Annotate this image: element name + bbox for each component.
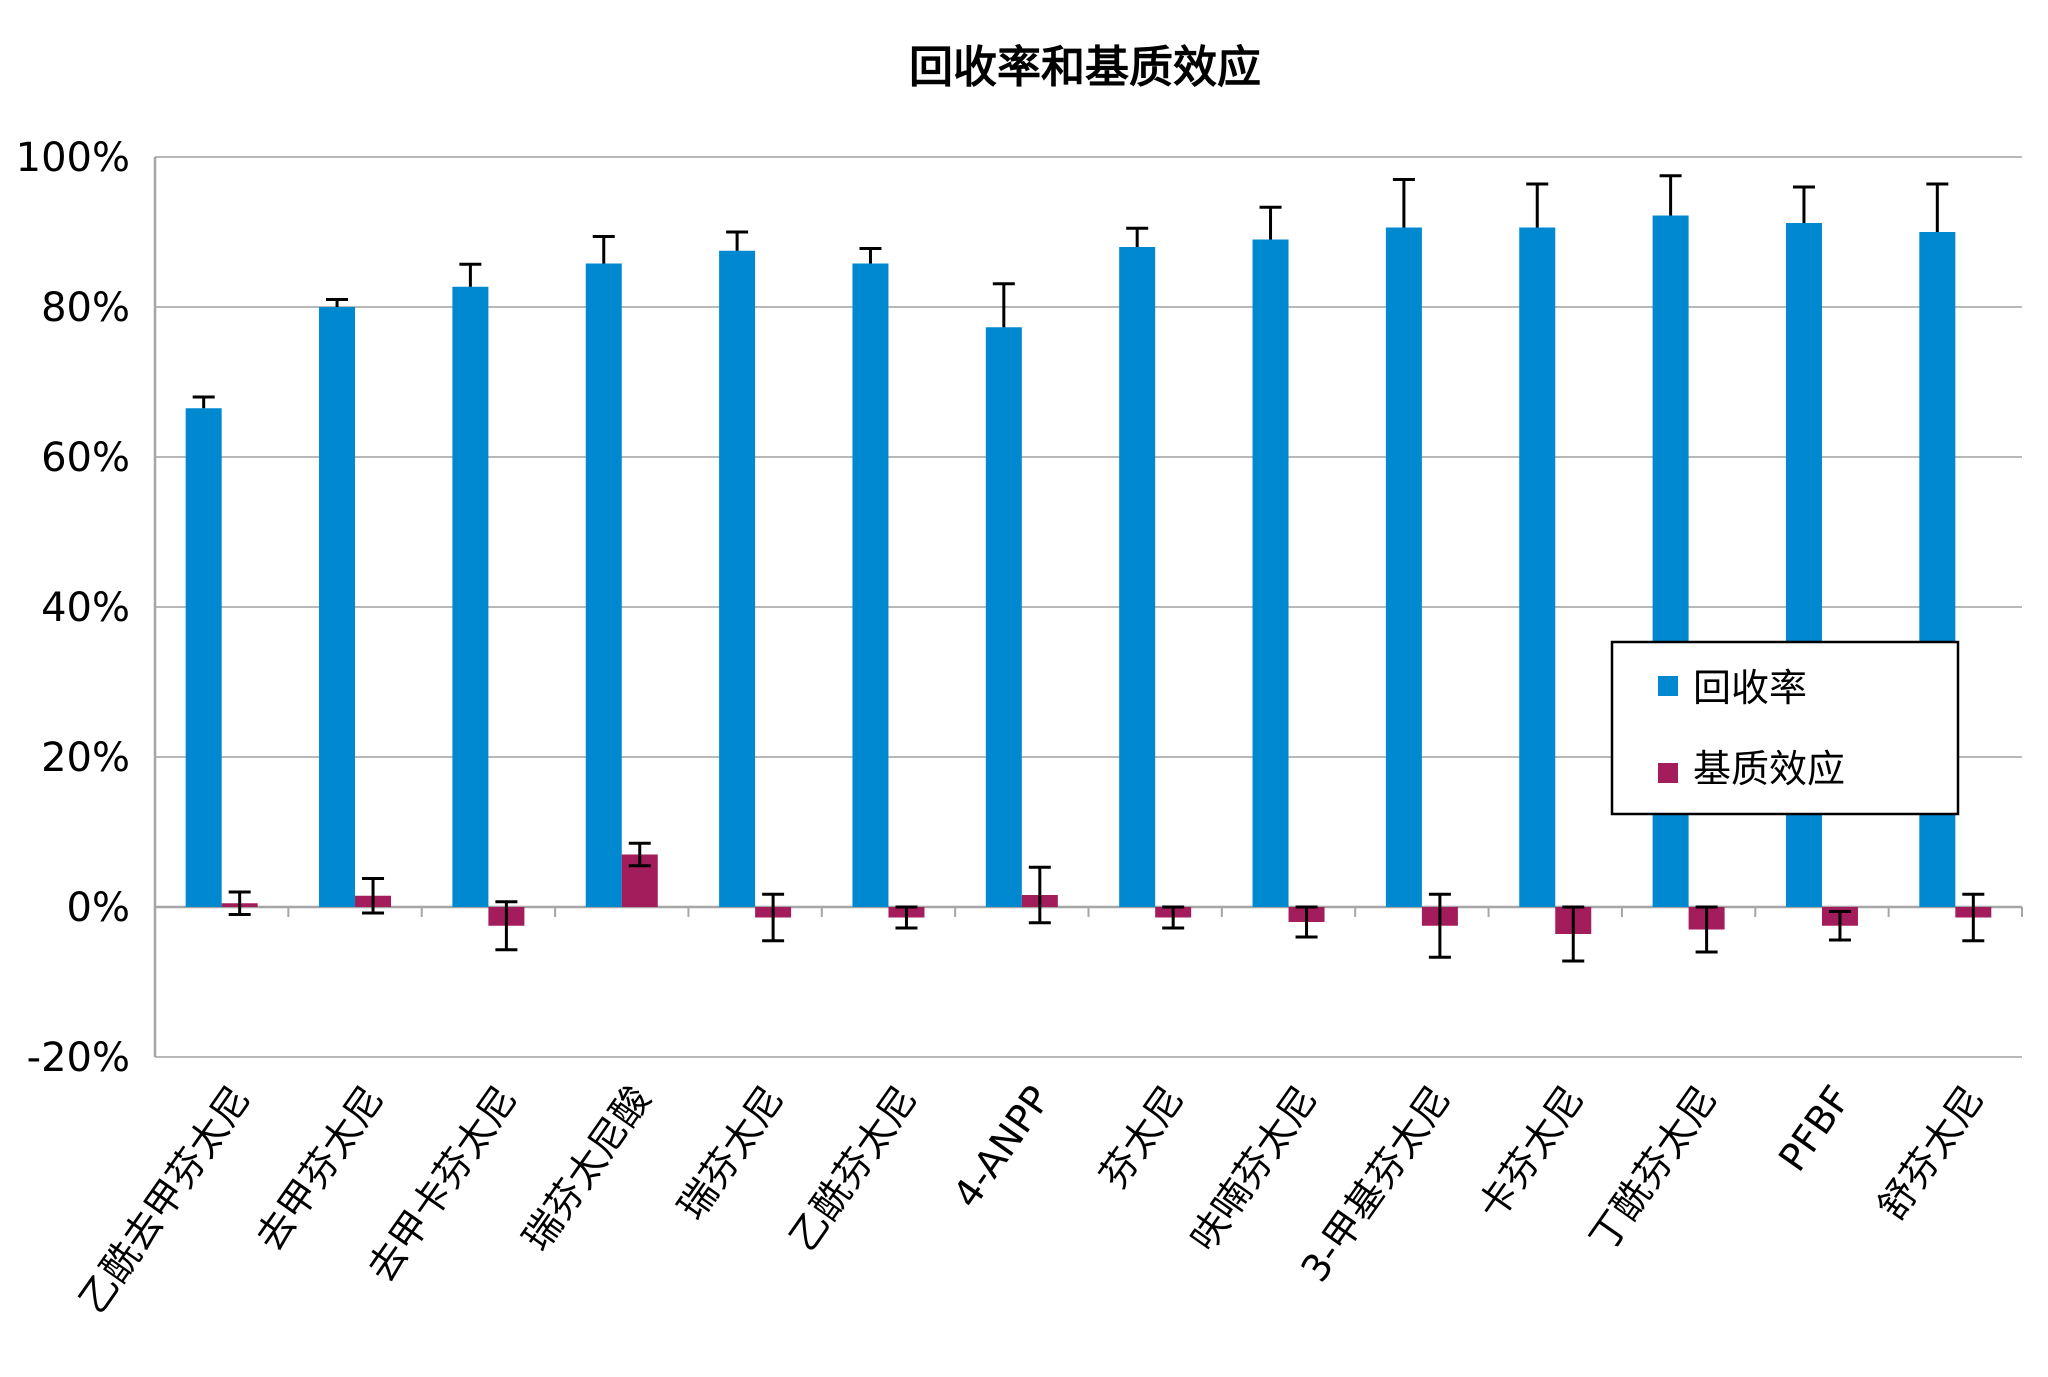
x-tick-label: 卡芬太尼 — [1469, 1078, 1592, 1228]
bar-recovery — [985, 327, 1022, 907]
bars — [185, 215, 1992, 934]
y-tick-label: 80% — [41, 285, 130, 331]
y-tick-label: 60% — [41, 435, 130, 481]
legend-swatch-recovery — [1658, 676, 1678, 696]
bar-recovery — [585, 263, 622, 907]
x-tick-label: 芬太尼 — [1091, 1078, 1192, 1197]
x-tick-label: 呋喃芬太尼 — [1181, 1078, 1326, 1259]
chart-title: 回收率和基质效应 — [909, 42, 1261, 93]
legend-swatch-matrix-effect — [1658, 763, 1678, 783]
bar-recovery — [319, 307, 356, 907]
bar-recovery — [1119, 247, 1156, 907]
error-bars — [192, 174, 1985, 963]
legend-label-recovery: 回收率 — [1693, 666, 1807, 710]
legend: 回收率 基质效应 — [1610, 640, 1960, 816]
x-tick-label: PFBF — [1770, 1078, 1859, 1179]
x-tick-label: 去甲芬太尼 — [247, 1078, 392, 1259]
x-tick-label: 乙酰去甲芬太尼 — [70, 1078, 259, 1321]
bar-recovery — [1385, 227, 1422, 907]
bar-recovery — [185, 408, 222, 907]
bar-recovery — [1252, 239, 1289, 907]
legend-box — [1610, 640, 1960, 816]
x-tick-label: 丁酰芬太尼 — [1581, 1078, 1726, 1259]
bar-recovery — [852, 263, 889, 907]
bar-recovery — [452, 286, 489, 907]
x-tick-label: 乙酰芬太尼 — [781, 1078, 926, 1259]
x-tick-label: 瑞芬太尼 — [669, 1078, 792, 1228]
bar-recovery — [1519, 227, 1556, 907]
y-tick-label: 40% — [41, 585, 130, 631]
y-tick-label: 0% — [67, 885, 130, 931]
x-tick-label: 瑞芬太尼酸 — [514, 1078, 659, 1259]
bar-recovery — [719, 250, 756, 907]
x-tick-label: 4-ANPP — [944, 1078, 1059, 1216]
x-tick-label: 舒芬太尼 — [1869, 1078, 1992, 1228]
y-axis-ticks: -20% 0% 20% 40% 60% 80% 100% — [16, 135, 130, 1081]
gridlines — [155, 156, 2022, 1058]
legend-label-matrix-effect: 基质效应 — [1693, 747, 1845, 791]
y-tick-label: 100% — [16, 135, 130, 181]
y-tick-label: -20% — [27, 1035, 130, 1081]
y-tick-label: 20% — [41, 735, 130, 781]
